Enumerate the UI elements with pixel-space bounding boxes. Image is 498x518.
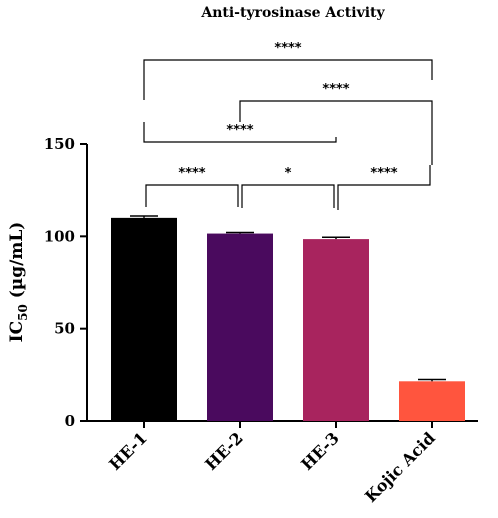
- significance-bracket: [337, 165, 431, 210]
- chart-title: Anti-tyrosinase Activity: [200, 5, 385, 21]
- x-tick-label: HE-3: [297, 428, 343, 474]
- significance-label: *: [285, 166, 292, 181]
- y-tick-label: 50: [54, 320, 75, 338]
- x-tick-label: HE-1: [105, 428, 151, 474]
- bar: [111, 217, 177, 421]
- significance-label: ****: [226, 123, 253, 138]
- bar: [303, 239, 369, 421]
- significance-label: ****: [370, 166, 397, 181]
- y-axis-label: IC50 (µg/mL): [7, 222, 30, 343]
- y-tick-label: 150: [44, 135, 75, 153]
- significance-bracket: [143, 59, 433, 100]
- y-tick-label: 100: [44, 227, 75, 245]
- significance-bracket: [143, 122, 337, 143]
- significance-bracket: [239, 100, 433, 165]
- significance-label: ****: [322, 82, 349, 97]
- y-tick-label: 0: [65, 412, 75, 430]
- bar: [207, 233, 273, 421]
- significance-label: ****: [274, 41, 301, 56]
- significance-bracket: [241, 184, 335, 208]
- x-tick-label: Kojic Acid: [361, 428, 439, 506]
- x-tick-label: HE-2: [201, 428, 247, 474]
- bar: [399, 381, 465, 421]
- significance-label: ****: [178, 166, 205, 181]
- significance-bracket: [145, 184, 239, 207]
